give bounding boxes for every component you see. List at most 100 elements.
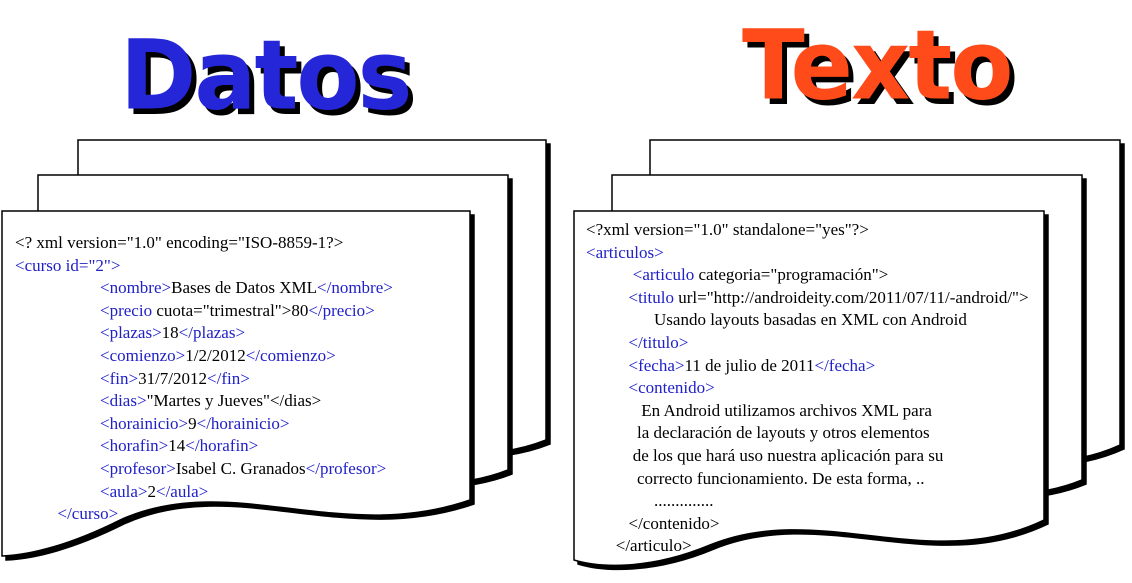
texto-xml-line: </contenido> <box>586 513 1029 536</box>
texto-xml-line: .............. <box>586 490 1029 513</box>
xml-tag: </curso> <box>57 504 119 524</box>
xml-text: 11 de julio de 2011 <box>684 355 815 375</box>
xml-tag: </fecha> <box>814 355 876 375</box>
xml-text <box>15 436 100 455</box>
xml-text: </contenido> <box>586 513 720 533</box>
xml-tag: </aula> <box>156 481 209 501</box>
datos-xml-line: <fin>31/7/2012</fin> <box>15 368 393 391</box>
xml-text <box>15 482 100 501</box>
texto-front-page <box>573 210 1045 567</box>
datos-xml-line: <dias>"Martes y Jueves"</dias> <box>15 390 393 413</box>
datos-heading: Datos <box>120 19 412 132</box>
xml-tag: <curso id="2"> <box>15 255 121 275</box>
xml-text <box>15 459 100 478</box>
xml-text <box>15 301 100 320</box>
xml-text <box>15 504 58 523</box>
texto-heading: Texto <box>742 9 1013 122</box>
texto-xml-line: </articulo> <box>586 535 1029 558</box>
texto-xml-document: <?xml version="1.0" standalone="yes"?> <a… <box>586 219 1029 558</box>
xml-text: correcto funcionamiento. De esta forma, … <box>586 468 925 488</box>
xml-tag: <comienzo> <box>100 345 186 365</box>
texto-xml-line: Usando layouts basadas en XML con Androi… <box>586 309 1029 332</box>
datos-xml-document: <? xml version="1.0" encoding="ISO-8859-… <box>15 232 393 526</box>
xml-tag: <aula> <box>100 481 148 501</box>
texto-xml-line: <?xml version="1.0" standalone="yes"?> <box>586 219 1029 242</box>
datos-xml-line: <horainicio>9</horainicio> <box>15 413 393 436</box>
texto-xml-line: correcto funcionamiento. De esta forma, … <box>586 468 1029 491</box>
xml-tag: <fecha> <box>628 355 685 375</box>
xml-tag: <fin> <box>100 368 139 388</box>
xml-text: 31/7/2012 <box>138 368 208 388</box>
xml-text: <?xml version="1.0" standalone="yes"?> <box>586 220 869 239</box>
texto-xml-line: </titulo> <box>586 332 1029 355</box>
xml-text <box>586 356 629 375</box>
xml-text: Isabel C. Granados <box>175 458 306 478</box>
xml-text <box>586 288 629 307</box>
xml-text: En Android utilizamos archivos XML para <box>586 400 932 420</box>
texto-xml-line: de los que hará uso nuestra aplicación p… <box>586 445 1029 468</box>
xml-text <box>586 265 633 284</box>
texto-xml-line: <titulo url="http://androideity.com/2011… <box>586 287 1029 310</box>
xml-tag: <dias> <box>100 391 147 411</box>
xml-tag: </plazas> <box>178 323 246 343</box>
xml-tag: </fin> <box>207 368 250 388</box>
xml-text: url="http://androideity.com/2011/07/11/-… <box>678 287 1029 307</box>
texto-document-stack <box>573 139 1121 567</box>
xml-text <box>586 333 629 352</box>
xml-text: 1/2/2012 <box>185 345 246 365</box>
xml-tag: </horafin> <box>185 436 259 456</box>
xml-tag: <plazas> <box>100 323 162 343</box>
xml-text <box>586 378 629 397</box>
xml-tag: <titulo <box>628 287 679 307</box>
xml-text: 9 <box>188 413 197 433</box>
datos-xml-line: <comienzo>1/2/2012</comienzo> <box>15 345 393 368</box>
texto-xml-line: <articulo categoria="programación"> <box>586 264 1029 287</box>
xml-tag: <horafin> <box>100 436 169 456</box>
xml-text: 14 <box>168 436 186 456</box>
texto-xml-line: <contenido> <box>586 377 1029 400</box>
xml-tag: <profesor> <box>100 458 176 478</box>
xml-text <box>15 369 100 388</box>
xml-text <box>15 414 100 433</box>
xml-tag: <articulos> <box>586 242 664 262</box>
xml-tag: </titulo> <box>628 332 689 352</box>
xml-tag: </horainicio> <box>196 413 290 433</box>
texto-xml-line: la declaración de layouts y otros elemen… <box>586 422 1029 445</box>
datos-document-stack <box>1 139 547 557</box>
xml-tag: <articulo <box>632 265 699 285</box>
datos-xml-line: <aula>2</aula> <box>15 481 393 504</box>
xml-tag: <horainicio> <box>100 413 189 433</box>
datos-front-page <box>1 210 471 557</box>
datos-xml-line: </curso> <box>15 503 393 526</box>
xml-text: "Martes y Jueves"</dias> <box>146 391 322 411</box>
xml-text <box>15 278 100 297</box>
datos-xml-line: <? xml version="1.0" encoding="ISO-8859-… <box>15 232 393 255</box>
datos-xml-line: <plazas>18</plazas> <box>15 322 393 345</box>
xml-text <box>15 391 100 410</box>
texto-xml-line: <articulos> <box>586 242 1029 265</box>
xml-tag: </precio> <box>308 300 375 320</box>
xml-text: 2 <box>147 481 157 501</box>
xml-text: Usando layouts basadas en XML con Androi… <box>586 310 967 330</box>
xml-text: .............. <box>586 491 714 511</box>
xml-text <box>15 346 100 365</box>
xml-text: 18 <box>161 323 179 343</box>
xml-tag: <contenido> <box>628 378 715 398</box>
xml-tag: <precio <box>100 300 157 320</box>
xml-text: Bases de Datos XML <box>171 278 318 298</box>
datos-xml-line: <precio cuota="trimestral">80</precio> <box>15 300 393 323</box>
datos-xml-line: <curso id="2"> <box>15 255 393 278</box>
xml-tag: </comienzo> <box>245 345 336 365</box>
xml-text <box>15 323 100 342</box>
xml-text: categoria="programación"> <box>698 265 889 285</box>
xml-text: de los que hará uso nuestra aplicación p… <box>586 445 944 465</box>
datos-xml-line: <nombre>Bases de Datos XML</nombre> <box>15 277 393 300</box>
texto-xml-line: En Android utilizamos archivos XML para <box>586 400 1029 423</box>
xml-tag: </nombre> <box>317 278 393 298</box>
xml-tag: </profesor> <box>305 458 387 478</box>
xml-text: la declaración de layouts y otros elemen… <box>586 423 930 443</box>
datos-xml-line: <profesor>Isabel C. Granados</profesor> <box>15 458 393 481</box>
texto-xml-line: <fecha>11 de julio de 2011</fecha> <box>586 355 1029 378</box>
xml-text: cuota="trimestral">80 <box>156 300 309 320</box>
